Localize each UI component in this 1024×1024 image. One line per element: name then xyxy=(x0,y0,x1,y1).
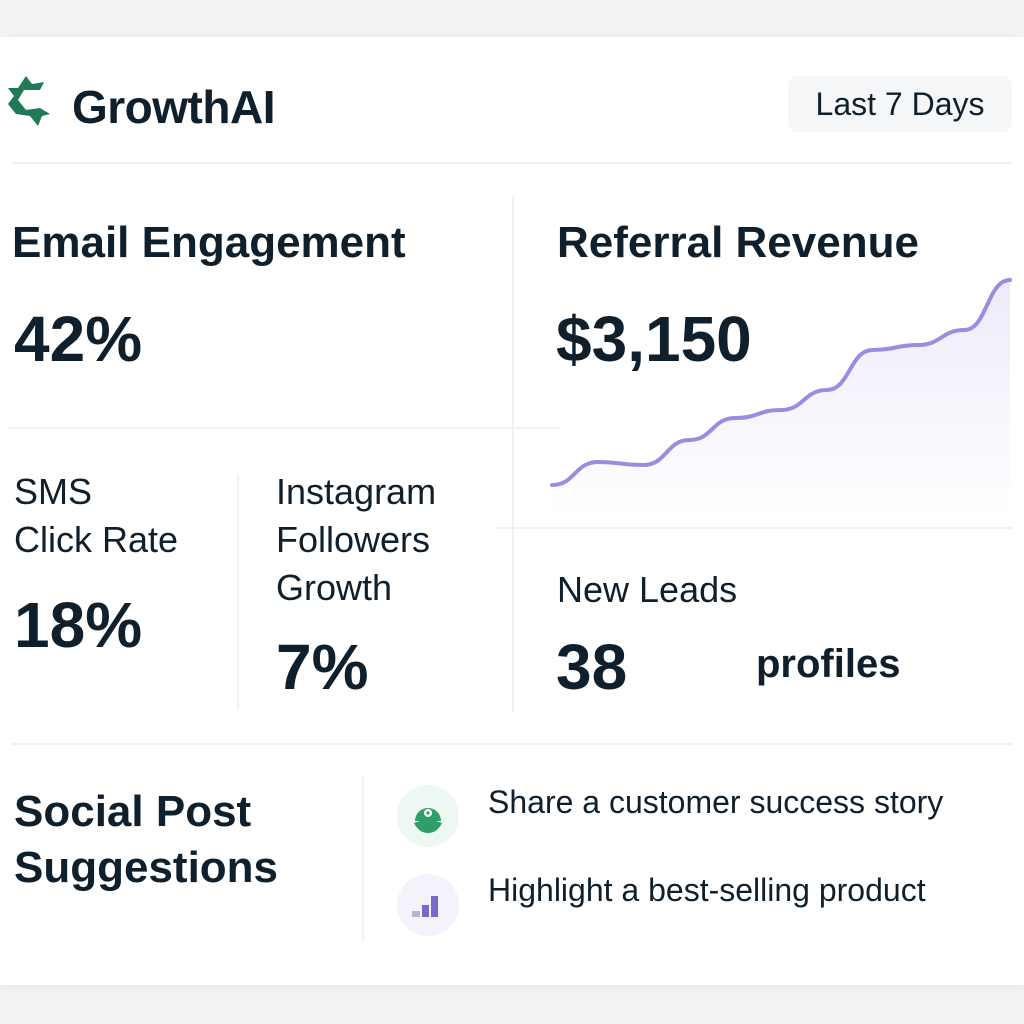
email-engagement-title: Email Engagement xyxy=(12,218,406,267)
new-leads-title: New Leads xyxy=(557,569,738,610)
new-leads-value: 38 xyxy=(556,631,628,703)
suggestion-item[interactable]: Share a customer success story xyxy=(488,784,944,820)
suggestions-title: Social Post Suggestions xyxy=(14,787,279,892)
sms-value: 18% xyxy=(14,589,143,661)
bar-chart-icon xyxy=(397,874,459,936)
trend-line xyxy=(550,278,1012,487)
brand-name: GrowthAI xyxy=(72,81,275,133)
date-range-button[interactable]: Last 7 Days xyxy=(788,76,1012,132)
sms-title: SMS Click Rate xyxy=(14,471,179,560)
new-leads-unit: profiles xyxy=(756,642,901,686)
customer-icon xyxy=(397,785,459,847)
growthai-logo-icon xyxy=(8,76,50,126)
referral-revenue-value: $3,150 xyxy=(556,303,752,375)
email-engagement-value: 42% xyxy=(14,303,143,375)
trend-area xyxy=(552,280,1010,520)
instagram-title: Instagram Followers Growth xyxy=(276,471,437,608)
suggestion-item[interactable]: Highlight a best-selling product xyxy=(488,872,926,908)
referral-trend-chart xyxy=(550,278,1012,520)
referral-revenue-title: Referral Revenue xyxy=(557,218,919,267)
instagram-value: 7% xyxy=(276,631,369,703)
